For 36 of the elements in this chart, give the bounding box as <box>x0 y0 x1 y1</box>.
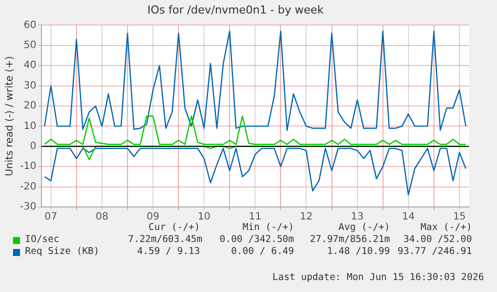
y-tick-label: -10 <box>20 161 36 172</box>
text: 0.00 /342.50m <box>220 234 294 245</box>
x-tick-label: 09 <box>146 212 160 223</box>
text: 4.59 / 9.13 <box>136 246 200 258</box>
text: Min (-/+) <box>242 222 294 234</box>
y-tick-label: 20 <box>24 100 36 112</box>
chart-title: IOs for /dev/nvme0n1 - by week <box>147 3 324 16</box>
legend-label: IO/sec <box>25 234 60 246</box>
text: 7.22m/603.45m <box>128 234 202 246</box>
y-axis-title: Units read (-) / write (+) <box>4 56 16 176</box>
text: Cur (-/+) <box>148 222 200 234</box>
text: Max (-/+) <box>420 222 472 234</box>
y-tick-label: 50 <box>24 40 36 51</box>
y-tick-label: -20 <box>20 181 36 192</box>
x-tick-label: 08 <box>96 212 108 223</box>
y-tick-label: 30 <box>24 80 36 92</box>
legend-label: Req Size (KB) <box>25 246 100 258</box>
text: 34.00 /52.00 <box>402 234 472 246</box>
x-tick-label: 11 <box>248 212 262 223</box>
y-tick-label: -30 <box>20 202 36 213</box>
y-tick-label: 60 <box>24 20 36 31</box>
text: Last update: Mon Jun 15 16:30:03 2026 <box>271 272 484 283</box>
y-tick-label: 10 <box>24 120 36 132</box>
text: 0.00 / 6.49 <box>230 246 294 258</box>
text: 1.48 /10.99 <box>326 246 390 258</box>
x-tick-label: 13 <box>350 212 364 223</box>
text: 27.97m/856.21m <box>308 234 390 246</box>
x-tick-label: 07 <box>44 212 58 223</box>
x-tick-label: 14 <box>402 212 415 223</box>
text: 93.77 /246.91 <box>396 246 472 258</box>
x-tick-label: 10 <box>198 212 210 223</box>
x-tick-label: 15 <box>453 212 466 223</box>
y-tick-label: 40 <box>24 60 36 72</box>
y-tick-label: 0 <box>30 140 36 152</box>
x-tick-label: 12 <box>300 212 313 223</box>
text: Avg (-/+) <box>338 222 390 234</box>
